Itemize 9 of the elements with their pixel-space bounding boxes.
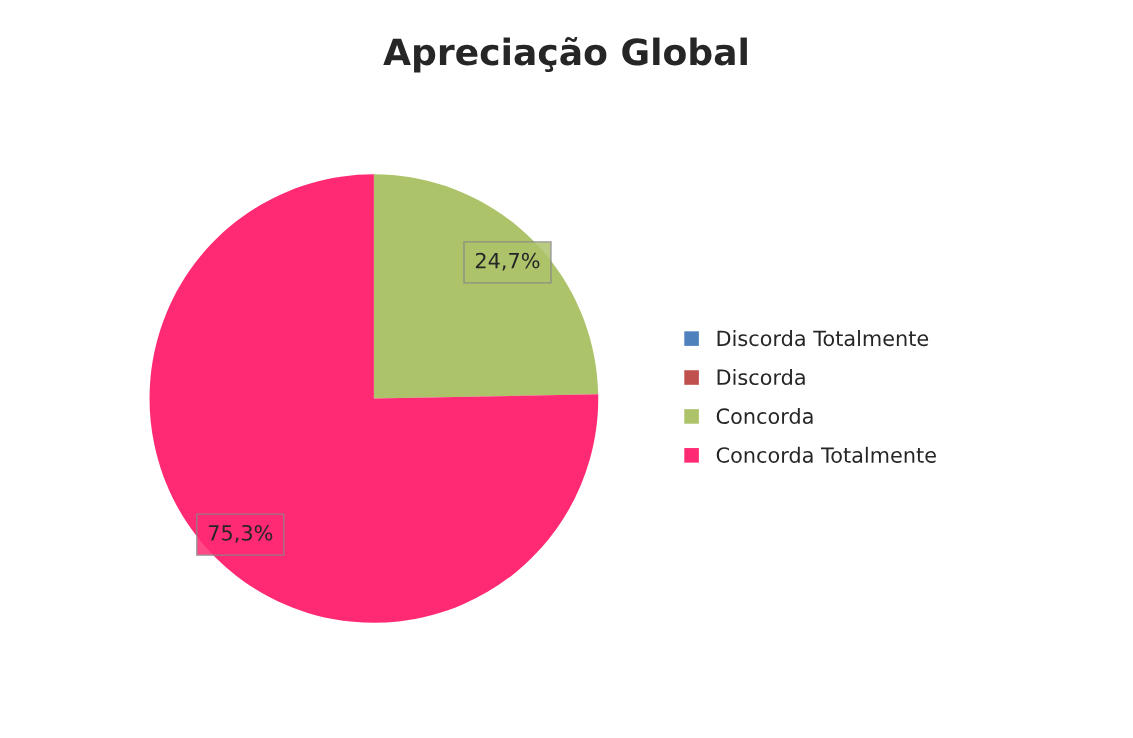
chart-title: Apreciação Global bbox=[383, 36, 747, 73]
legend-label: Discorda bbox=[717, 368, 805, 386]
data-label: 24,7% bbox=[475, 252, 540, 271]
pie-slice bbox=[373, 174, 599, 399]
data-label: 75,3% bbox=[208, 524, 273, 543]
pie-slice bbox=[149, 174, 599, 623]
legend-label: Concorda Totalmente bbox=[716, 446, 936, 463]
legend-label: Discorda Totalmente bbox=[717, 330, 929, 347]
legend-label: Concorda bbox=[716, 407, 813, 425]
